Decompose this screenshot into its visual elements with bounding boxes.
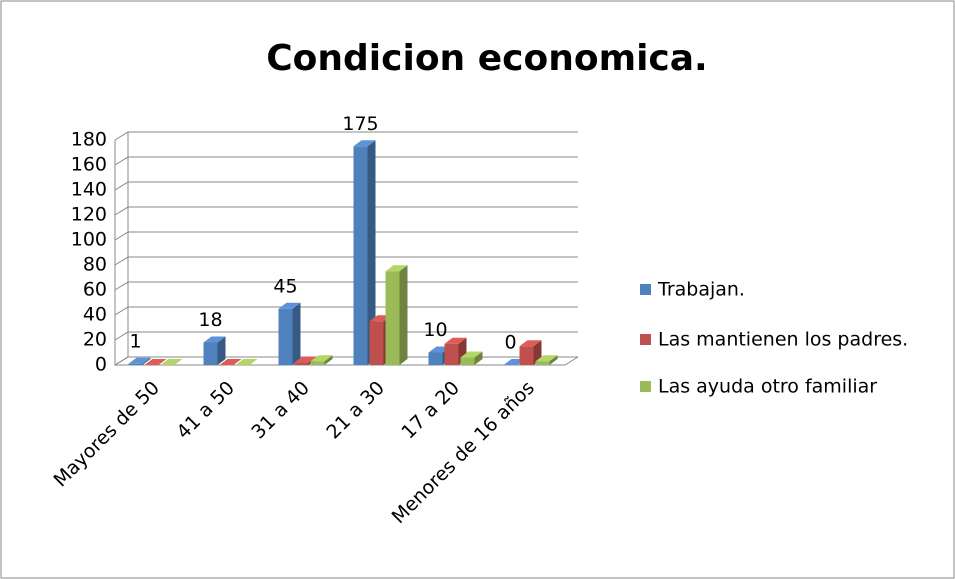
y-tick-label: 160 (71, 154, 107, 176)
bar (278, 302, 301, 365)
bar-front (535, 361, 550, 365)
bar-top (160, 359, 183, 365)
legend-label: Las ayuda otro familiar (658, 376, 877, 398)
bar-side (474, 351, 483, 365)
y-tick-label: 120 (71, 204, 107, 226)
bar-side (292, 302, 301, 365)
grid-line (114, 156, 578, 166)
bar (385, 265, 408, 365)
y-tick-label: 100 (71, 229, 107, 251)
bar-top (353, 140, 376, 147)
legend-swatch (640, 284, 651, 295)
bar-top (294, 356, 317, 363)
bar-front (128, 363, 143, 365)
grid-line (114, 131, 578, 141)
bar-front (310, 361, 325, 365)
bar-front (353, 146, 368, 365)
bar-top (144, 359, 167, 365)
bar-front (385, 271, 400, 365)
grid-line (114, 231, 578, 241)
data-label: 10 (423, 319, 447, 341)
bar (353, 140, 376, 365)
legend-label: Las mantienen los padres. (658, 329, 908, 351)
y-tick-label: 20 (83, 329, 107, 351)
bar-top (219, 359, 242, 365)
bar (460, 351, 483, 365)
bar-front (444, 343, 459, 365)
grid-line (114, 256, 578, 266)
bar (128, 357, 151, 365)
y-tick-label: 140 (71, 179, 107, 201)
bar-front (278, 308, 293, 365)
bar-top (310, 355, 333, 362)
floor (115, 356, 579, 366)
y-tick-label: 60 (83, 279, 107, 301)
bar (535, 355, 558, 365)
chart-title: Condicion economica. (266, 38, 707, 79)
legend-label: Trabajan. (657, 279, 745, 301)
bar-front (460, 357, 475, 365)
bar-top (519, 340, 542, 347)
grid-line (114, 331, 578, 341)
bar-side (549, 355, 558, 365)
bar-side (399, 265, 408, 365)
bar (203, 336, 226, 365)
bar-top (128, 357, 151, 364)
legend-swatch (640, 334, 651, 345)
bar-top (203, 336, 226, 343)
data-label: 18 (198, 309, 222, 331)
y-tick-label: 40 (83, 304, 107, 326)
bar (160, 359, 183, 365)
bar (235, 359, 258, 365)
data-label: 45 (273, 275, 297, 297)
bar-top (444, 337, 467, 344)
y-tick-label: 180 (71, 129, 107, 151)
bar-front (203, 342, 218, 365)
grid-line (114, 356, 578, 366)
grid-line (114, 181, 578, 191)
bar-side (142, 357, 151, 365)
bar-top (235, 359, 258, 365)
grid-line (114, 206, 578, 216)
bar-side (217, 336, 226, 365)
bar-top (385, 265, 408, 272)
y-tick-label: 80 (83, 254, 107, 276)
bar-top (278, 302, 301, 309)
y-tick-label: 0 (95, 354, 107, 376)
bar (219, 359, 242, 365)
bar-front (369, 321, 384, 365)
legend-swatch (640, 381, 651, 392)
bar (144, 359, 167, 365)
data-label: 1 (129, 330, 141, 352)
bar-side (367, 140, 376, 365)
grid-line (114, 281, 578, 291)
bar-top (535, 355, 558, 362)
bar-front (428, 352, 443, 365)
grid-line (114, 306, 578, 316)
data-label: 0 (504, 332, 516, 354)
bar-top (460, 351, 483, 358)
data-label: 175 (342, 113, 378, 135)
bar-front (519, 346, 534, 365)
bar-side (324, 355, 333, 365)
bar (310, 355, 333, 365)
bar-front (294, 362, 309, 365)
